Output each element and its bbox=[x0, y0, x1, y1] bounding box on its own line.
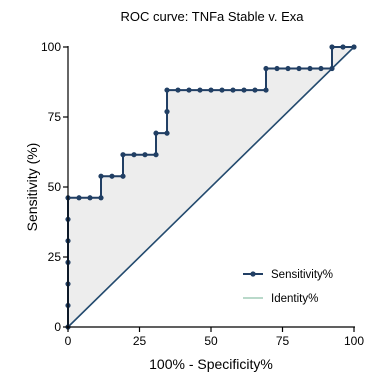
sensitivity-point bbox=[318, 65, 324, 72]
sensitivity-point bbox=[329, 44, 335, 50]
sensitivity-point bbox=[219, 87, 225, 93]
y-tick-label: 25 bbox=[48, 250, 62, 264]
sensitivity-point bbox=[87, 195, 93, 201]
sensitivity-point bbox=[120, 152, 126, 158]
sensitivity-point bbox=[263, 65, 269, 72]
sensitivity-point bbox=[76, 195, 82, 201]
sensitivity-point bbox=[175, 87, 181, 93]
x-axis-title: 100% - Specificity% bbox=[149, 356, 273, 372]
legend-sensitivity-marker bbox=[250, 271, 256, 277]
sensitivity-point bbox=[329, 65, 335, 72]
sensitivity-point bbox=[208, 87, 214, 93]
sensitivity-point bbox=[120, 173, 126, 179]
y-tick-label: 100 bbox=[41, 40, 61, 54]
chart-title: ROC curve: TNFa Stable v. Exa bbox=[120, 9, 304, 24]
sensitivity-point bbox=[285, 65, 291, 72]
sensitivity-point bbox=[164, 87, 170, 93]
y-tick-label: 75 bbox=[48, 110, 62, 124]
y-tick-label: 0 bbox=[54, 320, 61, 334]
x-tick-label: 25 bbox=[133, 334, 147, 348]
sensitivity-point bbox=[164, 109, 170, 115]
sensitivity-point bbox=[340, 44, 346, 50]
sensitivity-point bbox=[351, 44, 357, 50]
sensitivity-point bbox=[307, 65, 313, 72]
sensitivity-point bbox=[98, 195, 104, 201]
sensitivity-point bbox=[153, 130, 159, 136]
legend-identity-label: Identity% bbox=[271, 293, 318, 305]
x-tick-label: 75 bbox=[276, 334, 290, 348]
sensitivity-point bbox=[252, 87, 258, 93]
x-tick-label: 50 bbox=[204, 334, 218, 348]
sensitivity-point bbox=[142, 152, 148, 158]
y-axis-title: Sensitivity (%) bbox=[24, 143, 40, 232]
plot-area: 0 25 50 75 100 0 25 50 75 100 bbox=[41, 40, 364, 348]
identity-line bbox=[67, 46, 355, 328]
sensitivity-point bbox=[263, 87, 269, 93]
sensitivity-point bbox=[98, 173, 104, 179]
sensitivity-point bbox=[131, 152, 137, 158]
sensitivity-point bbox=[230, 87, 236, 93]
x-tick-label: 0 bbox=[65, 334, 72, 348]
sensitivity-point bbox=[197, 87, 203, 93]
sensitivity-point bbox=[164, 130, 170, 136]
sensitivity-point bbox=[296, 65, 302, 72]
x-tick-label: 100 bbox=[344, 334, 364, 348]
sensitivity-point bbox=[153, 152, 159, 158]
sensitivity-point bbox=[274, 65, 280, 72]
legend: Sensitivity% Identity% bbox=[243, 269, 333, 305]
sensitivity-point bbox=[109, 173, 115, 179]
legend-sensitivity-label: Sensitivity% bbox=[271, 269, 333, 281]
y-tick-label: 50 bbox=[48, 180, 62, 194]
sensitivity-point bbox=[186, 87, 192, 93]
sensitivity-point bbox=[241, 87, 247, 93]
sensitivity-line bbox=[67, 46, 354, 327]
